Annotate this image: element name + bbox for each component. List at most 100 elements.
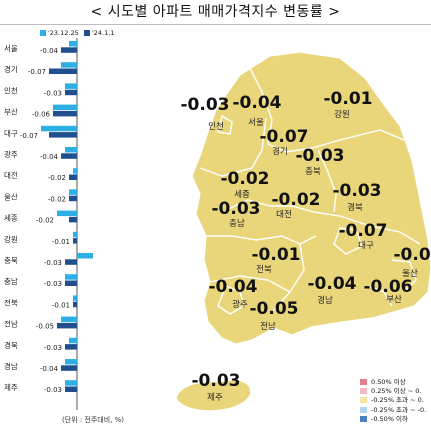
bar-this-week (73, 238, 77, 244)
category-label: 충남 (4, 277, 18, 286)
map-mainland (191, 51, 431, 345)
legend-prev-swatch (40, 30, 46, 36)
value-label: -0.03 (44, 344, 62, 352)
category-label: 충북 (4, 256, 18, 265)
value-label: -0.01 (52, 238, 70, 246)
value-label: -0.03 (44, 259, 62, 267)
bar-this-week (65, 89, 77, 96)
map-region-name: 경기 (272, 146, 288, 157)
map-legend-label: -0.25% 초과 ~ -0. (371, 405, 427, 414)
bar-prev-week (77, 253, 93, 259)
bar-prev-week (65, 274, 77, 280)
bar-this-week (65, 280, 77, 286)
bar-prev-week (65, 147, 77, 153)
bar-this-week (73, 301, 77, 308)
bar-prev-week (65, 359, 77, 365)
map-region-name: 대구 (358, 241, 374, 251)
value-label: -0.01 (52, 301, 70, 309)
map-legend-label: 0.25% 이상 ~ 0. (371, 387, 422, 396)
legend-this-label: '24.1.1 (92, 29, 115, 37)
map-region-name: 부산 (386, 294, 402, 305)
value-label: -0.04 (40, 153, 59, 161)
map-region-name: 광주 (232, 299, 248, 310)
map-region-value: -0.06 (364, 277, 413, 297)
map-region-value: -0.04 (233, 93, 282, 113)
map-shapes (175, 51, 431, 412)
bar-this-week (49, 68, 77, 74)
map-borders (199, 63, 421, 315)
legend-this-week: '24.1.1 (84, 29, 114, 37)
map-legend-row: -0.50% 이하 (360, 415, 426, 424)
map-region-name: 울산 (402, 268, 418, 279)
map-region-value: -0.03 (181, 95, 230, 115)
map-region-value: -0.03 (296, 146, 345, 166)
category-label: 강원 (4, 234, 18, 244)
value-label: -0.02 (36, 217, 54, 225)
category-label: 부산 (4, 107, 18, 117)
map-legend: 0.50% 이상 0.25% 이상 ~ 0. -0.25% 초과 ~ 0. -0… (360, 378, 426, 424)
bar-prev-week (73, 295, 77, 301)
map-region-value: -0.04 (308, 274, 357, 294)
category-label: 경기 (4, 64, 18, 74)
map-legend-swatch (360, 388, 367, 395)
bar-prev-week (69, 189, 77, 195)
bar-this-week (53, 110, 77, 117)
bar-prev-week (53, 104, 77, 111)
legend-prev-label: '23.12.25 (48, 29, 79, 37)
map-region-value: -0.03 (333, 181, 382, 201)
map-region-value: -0.01 (324, 89, 373, 109)
bar-prev-week (73, 168, 77, 174)
map-region-value: -0.04 (209, 277, 258, 297)
map-legend-label: -0.25% 초과 ~ 0. (371, 396, 424, 405)
map-region-value: -0.02 (394, 245, 431, 265)
map-region-value: -0.03 (212, 199, 261, 219)
category-label: 서울 (4, 44, 18, 53)
bar-prev-week (41, 125, 77, 132)
bar-prev-week (69, 41, 77, 47)
map-legend-row: 0.25% 이상 ~ 0. (360, 387, 426, 396)
bar-prev-week (57, 210, 77, 217)
bar-this-week (57, 322, 77, 329)
bar-this-week (65, 259, 77, 265)
value-label: -0.02 (48, 195, 66, 203)
category-label: 인천 (4, 85, 18, 95)
map-region-value: -0.07 (260, 127, 309, 147)
bar-prev-week (61, 62, 77, 68)
category-label: 제주 (4, 383, 18, 392)
map-region-value: -0.01 (252, 245, 301, 265)
bar-this-week (65, 386, 77, 392)
unit-note: (단위 : 전주대비, %) (62, 416, 125, 424)
bar-prev-week (65, 83, 77, 89)
bar-this-week (49, 132, 77, 138)
chart-title: < 시도별 아파트 매매가격지수 변동률 > (0, 0, 431, 25)
value-label: -0.04 (40, 47, 59, 55)
map-region-name: 충북 (305, 167, 321, 177)
value-label: -0.03 (44, 386, 62, 394)
map-region-name: 전북 (256, 264, 272, 275)
value-label: -0.04 (40, 365, 59, 373)
category-label: 세종 (4, 214, 18, 223)
map-region-name: 충남 (229, 219, 245, 229)
bar-this-week (69, 216, 77, 223)
bar-this-week (69, 174, 77, 180)
map-region-name: 전남 (260, 321, 276, 332)
map-legend-row: -0.25% 초과 ~ -0. (360, 406, 426, 415)
map-legend-label: 0.50% 이상 (371, 378, 406, 386)
map-legend-row: -0.25% 초과 ~ 0. (360, 396, 426, 405)
bar-prev-week (61, 316, 77, 323)
map-legend-swatch (360, 397, 367, 404)
map-region-name: 강원 (334, 109, 350, 120)
legend-prev-week: '23.12.25 (40, 29, 79, 37)
value-label: -0.02 (48, 174, 66, 182)
map-region-value: -0.07 (339, 221, 388, 241)
map-region-value: -0.03 (192, 371, 241, 391)
map-legend-row: 0.50% 이상 (360, 378, 426, 387)
map-region-name: 경남 (317, 295, 333, 306)
bar-prev-week (69, 337, 77, 344)
map-region-name: 경북 (347, 202, 363, 213)
category-label: 광주 (4, 149, 18, 159)
map-region-name: 제주 (207, 393, 223, 403)
category-label: 전북 (4, 297, 18, 307)
